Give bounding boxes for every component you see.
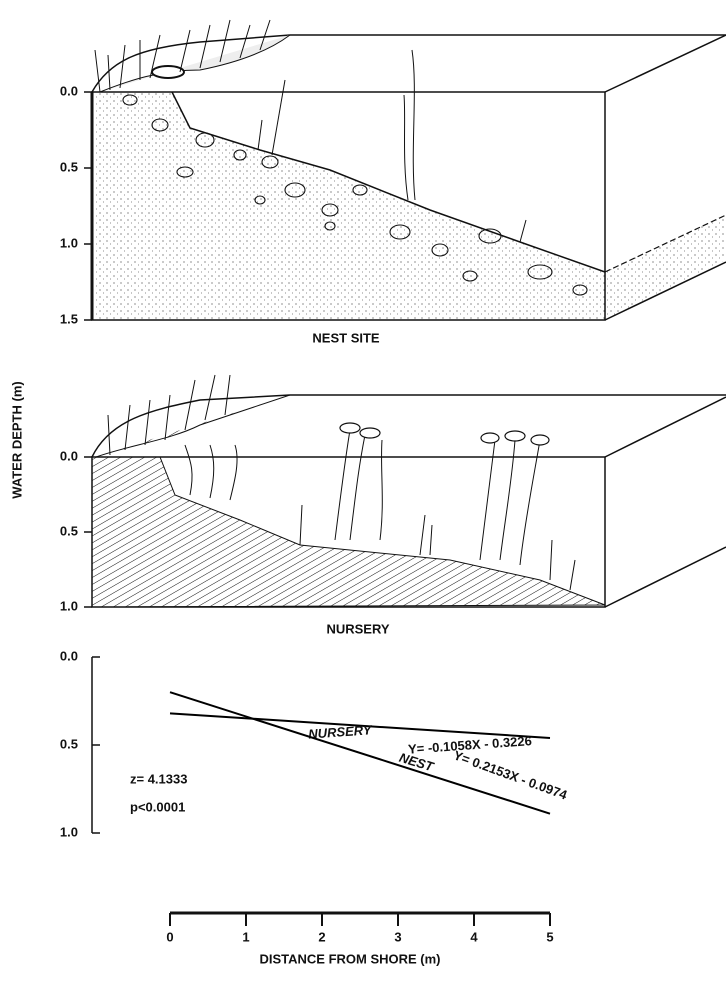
nursery-illustration [92,375,605,607]
figure: WATER DEPTH (m) NEST SITE [0,0,726,987]
y-tick-label: 0.0 [60,648,78,663]
equation: Y= 0.2153X - 0.0974 [452,747,570,802]
panel-label: NEST SITE [312,330,380,345]
x-tick-label: 0 [166,929,173,944]
x-tick-label: 1 [242,929,249,944]
x-tick-label: 2 [318,929,325,944]
y-tick-label: 0.0 [60,448,78,463]
x-tick-label: 5 [546,929,553,944]
series-line [170,692,550,813]
x-tick-label: 4 [470,929,478,944]
x-axis-label: DISTANCE FROM SHORE (m) [259,951,440,966]
annotation: p<0.0001 [130,799,185,814]
y-tick-label: 1.0 [60,235,78,250]
y-tick-label: 1.5 [60,311,78,326]
x-tick-label: 3 [394,929,401,944]
y-tick-label: 1.0 [60,824,78,839]
annotation: z= 4.1333 [130,771,187,786]
y-tick-label: 1.0 [60,598,78,613]
y-tick-label: 0.5 [60,523,78,538]
y-tick-label: 0.5 [60,736,78,751]
nest-site-illustration [92,20,726,320]
panel-label: NURSERY [326,621,389,636]
y-axis-label: WATER DEPTH (m) [9,381,24,498]
y-tick-label: 0.5 [60,159,78,174]
y-tick-label: 0.0 [60,83,78,98]
